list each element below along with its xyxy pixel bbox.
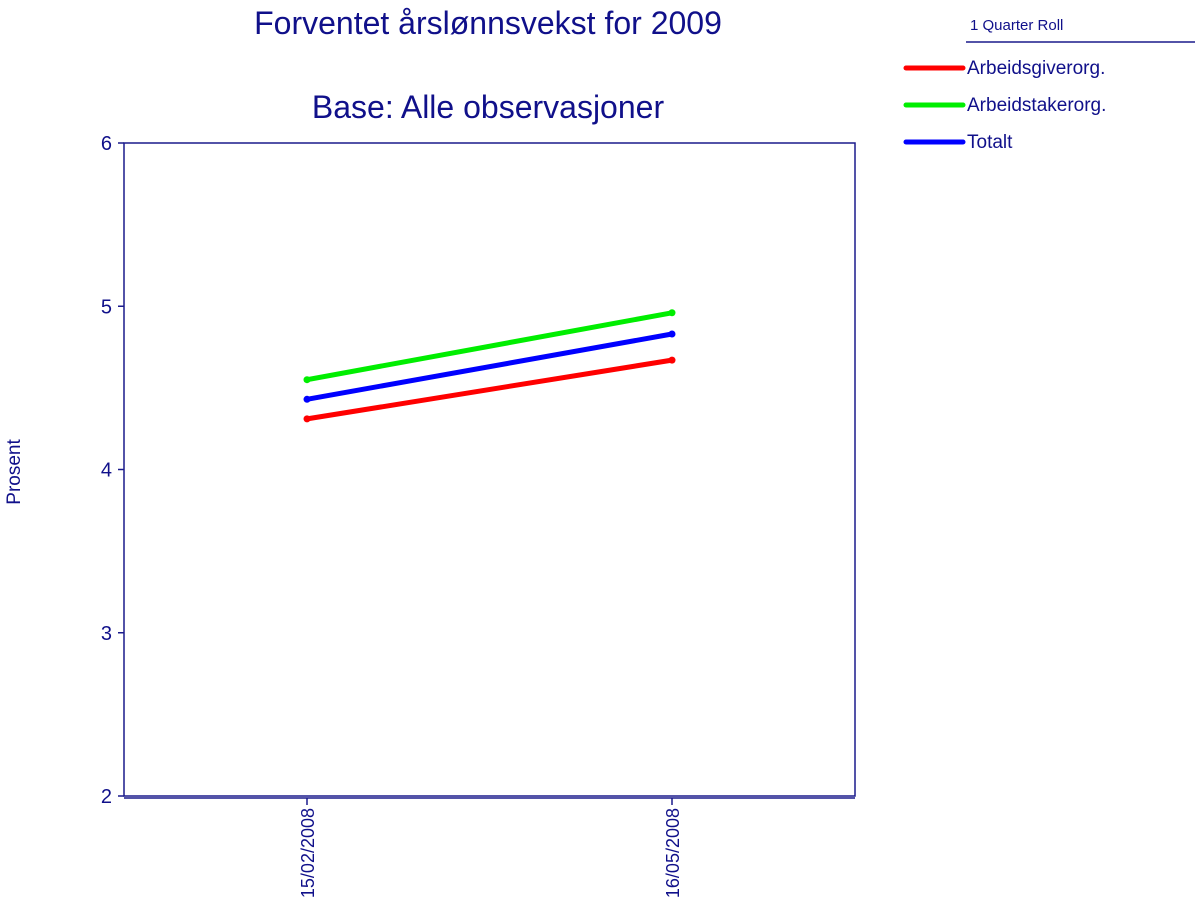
y-tick-label: 6 xyxy=(101,133,112,155)
y-tick-label: 5 xyxy=(101,296,112,318)
data-point xyxy=(303,376,311,384)
plot-area xyxy=(123,142,856,797)
data-point xyxy=(303,415,311,423)
legend: 1 Quarter Roll Arbeidsgiverorg. Arbeidsta… xyxy=(903,17,1195,153)
legend-title: 1 Quarter Roll xyxy=(970,17,1063,34)
x-axis-ticks: 15/02/2008 16/05/2008 xyxy=(298,798,683,898)
legend-label: Arbeidstakerorg. xyxy=(967,95,1106,116)
data-point xyxy=(668,309,676,317)
chart-title: Forventet årslønnsvekst for 2009 xyxy=(254,5,722,41)
y-axis-ticks: 2 3 4 5 6 xyxy=(101,133,124,808)
data-point xyxy=(303,395,311,403)
y-tick-label: 2 xyxy=(101,786,112,808)
data-point xyxy=(668,356,676,364)
chart-subtitle: Base: Alle observasjoner xyxy=(312,89,665,125)
x-tick-label: 15/02/2008 xyxy=(298,808,318,898)
y-axis-label: Prosent xyxy=(4,439,25,505)
series-line xyxy=(304,357,675,422)
x-tick-label: 16/05/2008 xyxy=(663,808,683,898)
y-tick-label: 3 xyxy=(101,623,112,645)
series-line xyxy=(304,331,675,402)
series-line xyxy=(304,310,675,383)
y-tick-label: 4 xyxy=(101,460,112,482)
series-layer xyxy=(303,309,676,423)
legend-label: Arbeidsgiverorg. xyxy=(967,58,1105,79)
legend-label: Totalt xyxy=(967,132,1013,153)
data-point xyxy=(668,330,676,338)
